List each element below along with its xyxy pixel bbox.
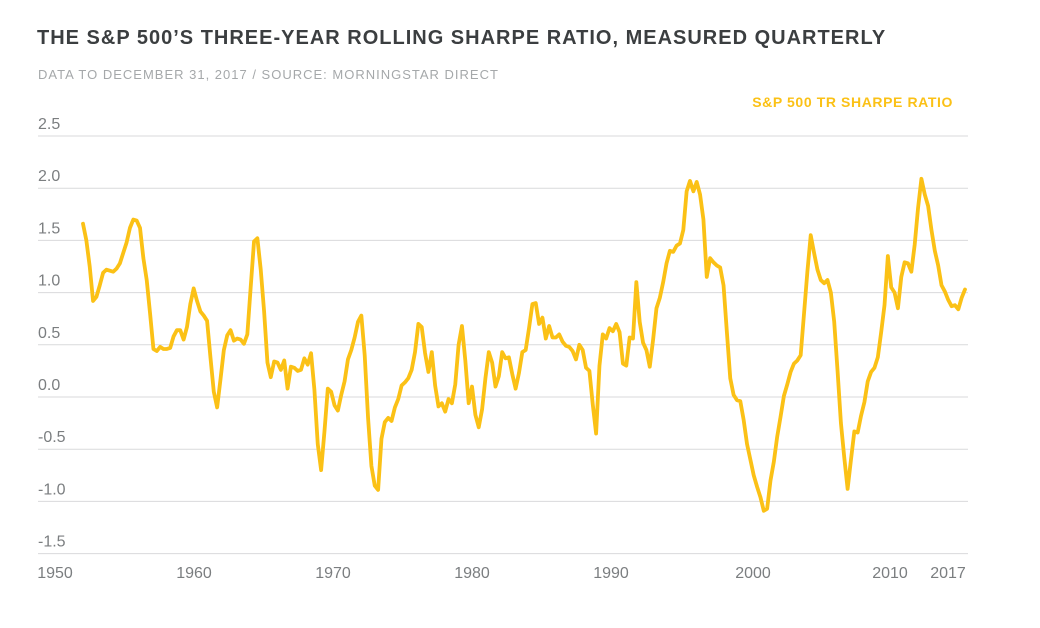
x-axis-labels: 1950 1960 1970 1980 1990 2000 2010 2017 <box>37 565 966 582</box>
series-layer <box>81 176 967 513</box>
legend-series-label: S&P 500 TR SHARPE RATIO <box>752 94 953 110</box>
y-tick-label: 1.0 <box>38 273 60 290</box>
y-tick-label: 0.5 <box>38 325 60 342</box>
y-tick-label: -0.5 <box>38 429 66 446</box>
y-tick-label: 2.5 <box>38 116 60 133</box>
sharpe-ratio-line <box>81 176 967 513</box>
gridlines-layer <box>38 135 968 555</box>
x-tick-label: 1990 <box>593 565 629 582</box>
x-tick-label: 2000 <box>735 565 771 582</box>
x-tick-label: 1960 <box>176 565 212 582</box>
y-tick-label: 1.5 <box>38 220 60 237</box>
x-tick-label: 2010 <box>872 565 908 582</box>
chart-title: THE S&P 500’S THREE-YEAR ROLLING SHARPE … <box>37 27 887 49</box>
y-tick-label: -1.5 <box>38 534 66 551</box>
x-tick-label: 1980 <box>454 565 490 582</box>
x-tick-label: 1970 <box>315 565 351 582</box>
y-axis-labels: 2.5 2.0 1.5 1.0 0.5 0.0 -0.5 -1.0 -1.5 <box>38 116 66 551</box>
y-tick-label: 2.0 <box>38 168 60 185</box>
x-tick-label: 2017 <box>930 565 966 582</box>
y-tick-label: -1.0 <box>38 481 66 498</box>
chart-subtitle: DATA TO DECEMBER 31, 2017 / SOURCE: MORN… <box>38 67 499 82</box>
y-tick-label: 0.0 <box>38 377 60 394</box>
x-tick-label: 1950 <box>37 565 73 582</box>
